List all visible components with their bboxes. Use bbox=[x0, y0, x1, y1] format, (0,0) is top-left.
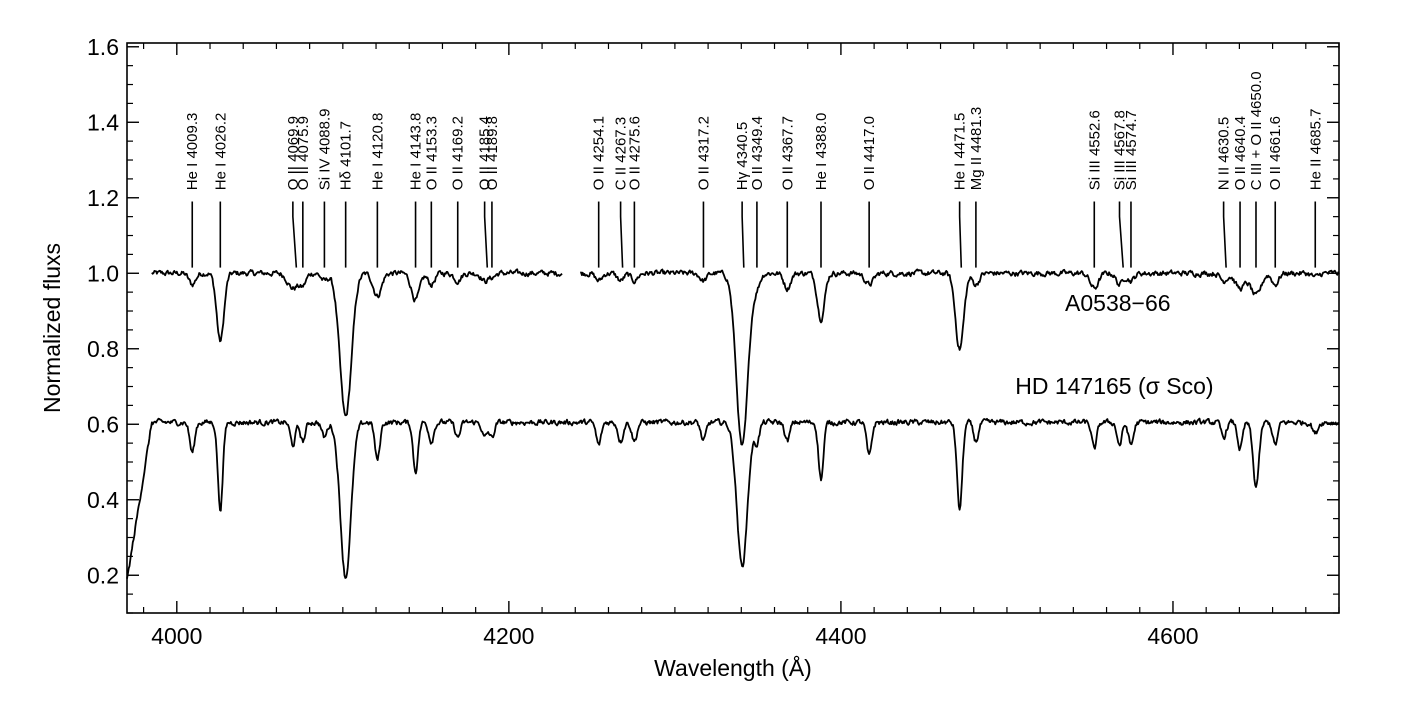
spectrum-line-hd147165 bbox=[126, 417, 1340, 579]
line-id-label: O II 4317.2 bbox=[695, 116, 712, 190]
y-tick-label: 1.0 bbox=[87, 260, 119, 286]
line-identifications: He I 4009.3 He I 4026.2 O II 4069.9O II 40… bbox=[184, 71, 1324, 268]
line-id-marker bbox=[1118, 201, 1124, 268]
line-id-marker bbox=[741, 201, 745, 268]
line-id-marker bbox=[619, 201, 624, 268]
y-tick-label: 0.4 bbox=[87, 487, 119, 513]
line-id-label: O II 4169.2 bbox=[450, 116, 467, 190]
x-tick-label: 4000 bbox=[151, 623, 202, 649]
line-id-label: O II 4275.6 bbox=[626, 116, 643, 190]
line-id-label: He I 4388.0 bbox=[813, 113, 830, 191]
line-id-label: O II 4367.7 bbox=[779, 116, 796, 190]
line-id-marker bbox=[483, 201, 489, 268]
line-id-marker bbox=[1222, 201, 1227, 268]
series-label-hd147165: HD 147165 (σ Sco) bbox=[1015, 373, 1213, 399]
line-id-label: Hγ 4340.5 bbox=[734, 122, 751, 190]
line-id-label: He I 4009.3 bbox=[184, 113, 201, 191]
line-id-marker bbox=[958, 201, 963, 268]
line-id-label: O II 4254.1 bbox=[591, 116, 608, 190]
line-id-label: O II 4640.4 bbox=[1232, 116, 1249, 190]
line-id-label: C II 4267.3 bbox=[613, 117, 630, 190]
line-id-label: Mg II 4481.3 bbox=[968, 107, 985, 190]
y-tick-label: 1.6 bbox=[87, 34, 119, 60]
line-id-label: O II 4075.9 bbox=[295, 116, 312, 190]
line-id-label: Si III 4574.7 bbox=[1123, 110, 1140, 190]
series-label-a0538: A0538−66 bbox=[1065, 290, 1171, 316]
y-tick-label: 0.6 bbox=[87, 411, 119, 437]
y-tick-label: 1.2 bbox=[87, 185, 119, 211]
axis-ticks: 4000 4200 4400 4600 0.2 0.4 0.6 0.8 1.0 1.2 1.4 1.6 bbox=[87, 34, 1340, 649]
line-id-label: O II 4349.4 bbox=[749, 116, 766, 190]
y-tick-label: 0.8 bbox=[87, 336, 119, 362]
x-tick-label: 4400 bbox=[815, 623, 866, 649]
line-id-label: Hδ 4101.7 bbox=[338, 121, 355, 190]
y-tick-label: 0.2 bbox=[87, 562, 119, 588]
line-id-label: O II 4189.8 bbox=[484, 116, 501, 190]
line-id-label: O II 4069.9 bbox=[285, 116, 302, 190]
line-id-label: He I 4143.8 bbox=[408, 113, 425, 191]
x-axis-label: Wavelength (Å) bbox=[654, 654, 812, 681]
x-tick-label: 4600 bbox=[1147, 623, 1198, 649]
line-id-label: Si IV 4088.9 bbox=[316, 108, 333, 190]
line-id-marker bbox=[292, 201, 298, 268]
y-axis-label: Normalized fluxs bbox=[39, 243, 65, 413]
line-id-label: Si III 4567.8 bbox=[1112, 110, 1129, 190]
line-id-label: O II 4661.6 bbox=[1267, 116, 1284, 190]
line-id-label: O II 4185.4 bbox=[477, 116, 494, 190]
line-id-label: O II 4417.0 bbox=[861, 116, 878, 190]
line-id-label: He I 4120.8 bbox=[369, 113, 386, 191]
line-id-label: C III + O II 4650.0 bbox=[1248, 71, 1265, 190]
line-id-label: He II 4685.7 bbox=[1307, 108, 1324, 190]
y-tick-label: 1.4 bbox=[87, 109, 119, 135]
line-id-label: He I 4026.2 bbox=[212, 113, 229, 191]
spectra bbox=[126, 268, 1340, 579]
x-tick-label: 4200 bbox=[483, 623, 534, 649]
line-id-label: O II 4153.3 bbox=[423, 116, 440, 190]
line-id-label: He I 4471.5 bbox=[952, 113, 969, 191]
plot-frame bbox=[126, 42, 1340, 614]
line-id-label: N II 4630.5 bbox=[1216, 117, 1233, 190]
line-id-label: Si III 4552.6 bbox=[1086, 110, 1103, 190]
spectrum-line-a0538 bbox=[151, 268, 1340, 446]
